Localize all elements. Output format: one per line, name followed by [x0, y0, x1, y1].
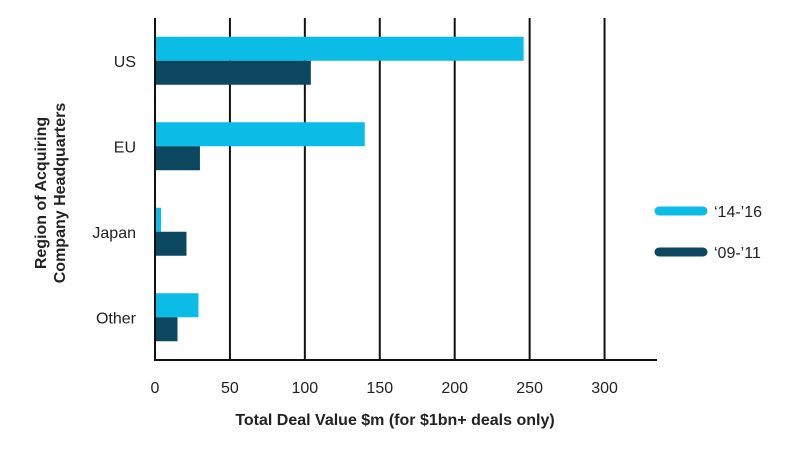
legend-label: ‘09-’11	[714, 245, 761, 262]
x-tick-label: 100	[291, 380, 318, 397]
x-axis-title: Total Deal Value $m (for $1bn+ deals onl…	[235, 412, 554, 429]
category-label: US	[114, 54, 136, 71]
bars	[155, 36, 524, 342]
y-axis-title-line-1: Region of Acquiring	[33, 117, 50, 269]
legend-label: ‘14-’16	[714, 204, 762, 221]
bar	[155, 231, 187, 256]
bar	[155, 122, 365, 147]
bar	[155, 60, 311, 85]
legend: ‘14-’16 ‘09-’11	[654, 204, 762, 262]
x-tick-label: 150	[366, 380, 393, 397]
bar	[155, 146, 200, 171]
bar	[155, 207, 161, 232]
category-labels: US EU Japan Other	[92, 54, 136, 328]
bar	[155, 36, 524, 61]
x-tick-label: 300	[591, 380, 618, 397]
x-tick-labels: 0 50 100 150 200 250 300	[151, 380, 618, 397]
bar	[155, 293, 199, 318]
category-label: Other	[96, 310, 137, 327]
y-axis-title: Region of Acquiring Company Headquarters	[33, 103, 69, 284]
axes	[154, 18, 657, 361]
x-tick-label: 200	[441, 380, 468, 397]
x-tick-label: 0	[151, 380, 160, 397]
x-tick-label: 50	[221, 380, 239, 397]
category-label: EU	[114, 139, 136, 156]
x-tick-label: 250	[516, 380, 543, 397]
bar	[155, 317, 178, 342]
category-label: Japan	[92, 225, 136, 242]
y-axis-title-line-2: Company Headquarters	[52, 103, 69, 284]
